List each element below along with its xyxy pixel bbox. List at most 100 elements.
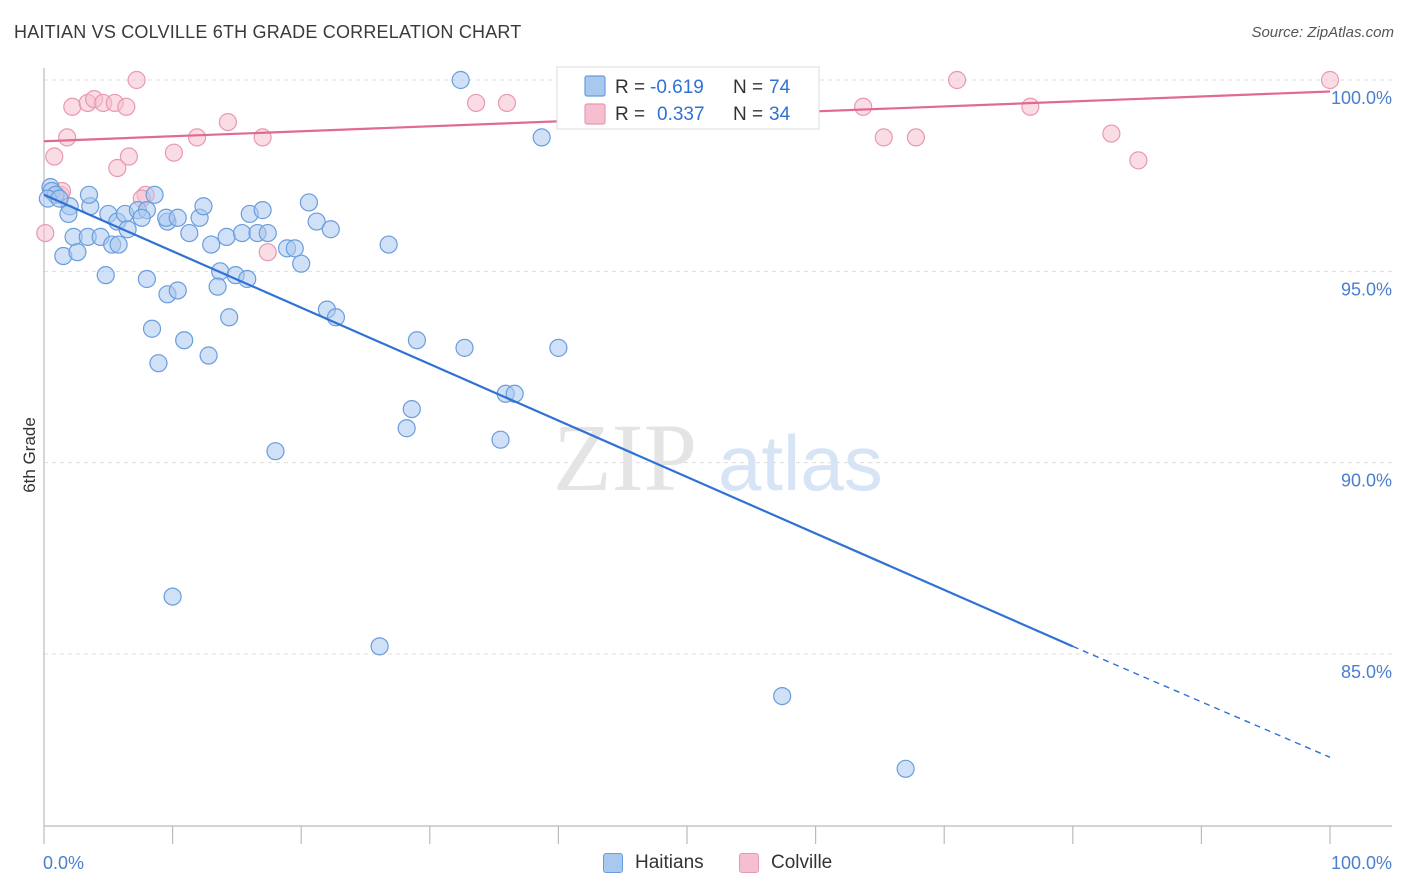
gridlines	[44, 79, 1392, 655]
haitians-point-72	[532, 128, 551, 147]
y-tick-labels: 85.0% 90.0% 95.0% 100.0%	[1331, 88, 1392, 682]
colville-point-27	[947, 70, 967, 90]
colville-point-31	[1320, 70, 1340, 90]
haitians-point-58	[407, 331, 427, 350]
haitians-points	[38, 70, 915, 778]
bottom-legend: Haitians Colville	[0, 850, 1406, 880]
haitians-point-24	[180, 223, 199, 243]
haitians-point-68	[370, 637, 389, 656]
haitians-point-63	[402, 399, 421, 419]
y-tick-label-2: 95.0%	[1341, 279, 1392, 299]
haitians-point-19	[109, 235, 128, 254]
colville-point-25	[874, 128, 893, 147]
legend-r-label-1: R =	[615, 77, 645, 98]
haitians-point-47	[208, 277, 227, 296]
haitians-point-67	[163, 587, 182, 606]
source-credit: Source: ZipAtlas.com	[1251, 24, 1394, 41]
haitians-point-57	[379, 235, 398, 254]
colville-swatch	[739, 853, 759, 873]
haitians-point-51	[142, 319, 162, 338]
x-tick-labels: 0.0% 100.0%	[43, 853, 1392, 873]
haitians-point-21	[145, 185, 164, 204]
colville-point-28	[1021, 97, 1040, 116]
legend-item-colville: Colville	[739, 852, 832, 874]
y-tick-label-0: 85.0%	[1341, 662, 1392, 682]
haitians-point-29	[232, 223, 252, 243]
colville-point-9	[108, 158, 127, 178]
haitians-point-50	[220, 308, 239, 327]
haitians-point-37	[299, 193, 319, 212]
haitians-point-66	[266, 442, 285, 461]
haitians-point-41	[68, 243, 87, 262]
haitians-point-64	[397, 419, 416, 438]
colville-point-12	[127, 70, 146, 90]
haitians-point-35	[285, 239, 304, 258]
legend-r-label-2: R =	[615, 104, 645, 125]
legend-swatch-haitians	[584, 75, 606, 97]
haitians-point-42	[96, 266, 115, 285]
colville-point-29	[1102, 124, 1121, 143]
colville-point-3	[58, 128, 77, 147]
haitians-point-65	[491, 430, 510, 449]
watermark-atlas: atlas	[718, 419, 883, 507]
colville-point-16	[218, 112, 237, 132]
haitians-swatch	[603, 853, 623, 873]
legend-r-value-1: -0.619	[650, 77, 704, 98]
y-axis-title: 6th Grade	[20, 417, 39, 493]
legend-n-label-2: N =	[733, 104, 763, 125]
haitians-point-39	[321, 220, 340, 239]
colville-point-19	[466, 93, 486, 113]
haitians-point-59	[455, 338, 474, 357]
x-tick-label-min: 0.0%	[43, 853, 84, 873]
legend-r-value-2: 0.337	[657, 104, 705, 125]
haitians-point-6	[79, 185, 99, 204]
legend-label-haitians: Haitians	[635, 852, 704, 873]
colville-point-4	[63, 97, 82, 116]
colville-point-14	[164, 143, 183, 162]
haitians-point-53	[199, 346, 218, 365]
legend-label-colville: Colville	[771, 852, 833, 873]
haitians-point-32	[253, 201, 272, 220]
haitians-point-60	[549, 338, 568, 357]
haitians-point-23	[168, 208, 187, 227]
colville-point-20	[497, 93, 517, 113]
haitians-point-52	[175, 331, 194, 350]
haitians-point-28	[217, 227, 236, 246]
colville-point-24	[854, 97, 873, 116]
colville-point-30	[1129, 151, 1148, 170]
haitians-trend-line	[43, 193, 1074, 648]
colville-point-0	[36, 223, 55, 243]
haitians-point-33	[258, 223, 277, 243]
colville-point-10	[117, 97, 136, 116]
watermark-zip: ZIP	[553, 404, 697, 511]
x-tick-label-max: 100.0%	[1331, 853, 1392, 873]
haitians-point-69	[773, 686, 792, 706]
haitians-point-54	[149, 354, 168, 373]
legend-n-value-2: 34	[769, 104, 791, 125]
haitians-point-70	[896, 759, 915, 778]
haitians-point-45	[168, 281, 187, 300]
haitians-point-36	[292, 254, 311, 273]
colville-point-15	[187, 128, 207, 147]
legend-n-label-1: N =	[733, 77, 763, 98]
legend-item-haitians: Haitians	[603, 852, 704, 874]
correlation-legend: R = -0.619 N = 74 R = 0.337 N = 34	[556, 66, 820, 130]
colville-point-18	[258, 243, 277, 262]
y-tick-label-1: 90.0%	[1341, 471, 1392, 491]
haitians-trend-extension	[1072, 645, 1331, 758]
haitians-point-38	[307, 212, 326, 231]
colville-point-11	[119, 147, 138, 166]
haitians-point-13	[132, 208, 151, 227]
watermark: ZIP atlas	[553, 404, 883, 511]
haitians-point-27	[202, 235, 221, 254]
chart-title: HAITIAN VS COLVILLE 6TH GRADE CORRELATIO…	[14, 22, 522, 42]
colville-point-26	[906, 128, 926, 147]
y-tick-label-3: 100.0%	[1331, 88, 1392, 108]
legend-swatch-colville	[584, 103, 606, 125]
haitians-point-26	[194, 197, 213, 216]
haitians-point-71	[451, 70, 470, 90]
axes	[43, 68, 1392, 844]
haitians-point-43	[137, 269, 156, 289]
colville-point-1	[45, 147, 64, 166]
